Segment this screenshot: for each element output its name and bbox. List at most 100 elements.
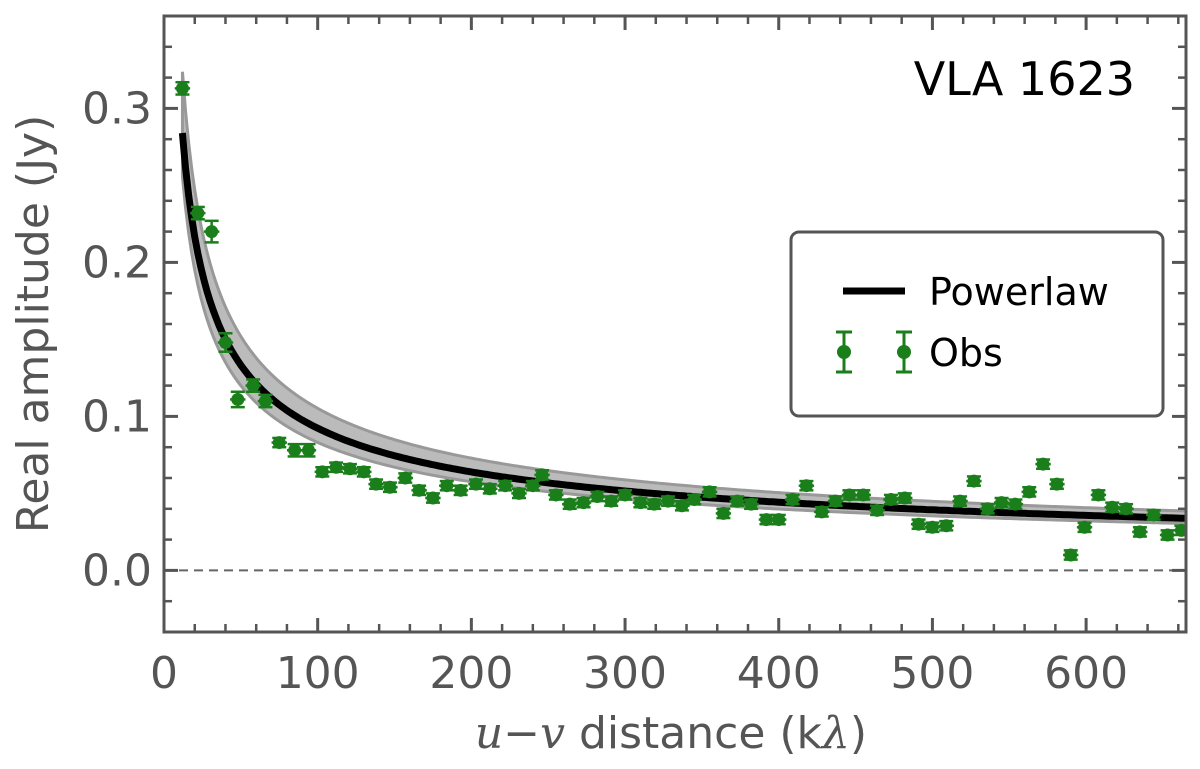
obs-point xyxy=(743,497,759,511)
obs-point xyxy=(314,465,330,479)
obs-marker xyxy=(870,503,884,517)
x-tick-label: 0 xyxy=(150,648,178,699)
obs-point xyxy=(397,471,413,485)
obs-point xyxy=(411,483,427,497)
obs-marker xyxy=(981,502,995,516)
x-tick-label: 100 xyxy=(276,648,360,699)
obs-marker xyxy=(939,519,953,533)
obs-point xyxy=(660,494,676,508)
legend: Powerlaw Obs xyxy=(789,230,1165,418)
powerlaw-line xyxy=(178,132,1186,522)
obs-marker xyxy=(454,483,468,497)
obs-marker xyxy=(786,493,800,507)
x-axis-label-v: v xyxy=(540,708,565,759)
obs-point xyxy=(952,494,968,508)
obs-point xyxy=(439,479,455,493)
obs-point xyxy=(525,479,541,493)
plot-frame xyxy=(162,14,1188,634)
obs-marker xyxy=(829,494,843,508)
obs-marker xyxy=(898,491,912,505)
obs-point xyxy=(798,479,815,493)
obs-marker xyxy=(426,491,440,505)
obs-point xyxy=(217,331,234,353)
obs-point xyxy=(715,506,732,520)
obs-point xyxy=(174,80,191,96)
obs-point xyxy=(646,497,662,511)
obs-point xyxy=(1146,508,1162,522)
obs-marker xyxy=(730,494,744,508)
obs-marker xyxy=(675,499,689,513)
obs-marker xyxy=(1174,523,1186,537)
obs-marker xyxy=(925,520,939,534)
obs-point xyxy=(617,488,633,502)
obs-point xyxy=(910,517,927,531)
legend-powerlaw-label: Powerlaw xyxy=(929,270,1109,314)
obs-point xyxy=(328,460,344,474)
x-axis-label-close: ) xyxy=(850,708,867,759)
x-tick-label: 600 xyxy=(1044,648,1128,699)
x-axis-label-minus: − xyxy=(503,708,540,759)
obs-marker xyxy=(398,471,412,485)
legend-obs-label: Obs xyxy=(929,331,1003,375)
obs-marker xyxy=(967,474,981,488)
obs-point xyxy=(1132,525,1148,539)
obs-marker xyxy=(577,496,591,510)
obs-marker xyxy=(315,465,329,479)
obs-marker xyxy=(953,494,967,508)
obs-marker xyxy=(1022,485,1036,499)
obs-point xyxy=(548,488,564,502)
obs-point xyxy=(1063,548,1079,562)
y-axis-label: Real amplitude (Jy) xyxy=(8,115,59,534)
obs-point xyxy=(993,496,1010,510)
y-tick-label: 0.1 xyxy=(82,391,152,442)
obs-marker xyxy=(535,468,549,482)
model-line-layer xyxy=(178,132,1186,522)
obs-point xyxy=(632,496,649,510)
obs-marker xyxy=(759,513,773,527)
obs-marker xyxy=(912,517,926,531)
obs-point xyxy=(1104,500,1120,514)
obs-point xyxy=(883,493,899,507)
obs-point xyxy=(701,485,718,499)
obs-marker xyxy=(512,486,526,500)
x-axis-label-u: u xyxy=(475,708,503,759)
obs-point xyxy=(980,502,996,516)
obs-point xyxy=(230,390,246,409)
obs-point xyxy=(827,494,844,508)
obs-marker xyxy=(772,513,786,527)
obs-marker xyxy=(1050,477,1064,491)
y-tick-label: 0.3 xyxy=(82,83,152,134)
obs-point xyxy=(1090,488,1107,502)
obs-marker xyxy=(1078,520,1092,534)
legend-box xyxy=(789,230,1165,418)
obs-marker xyxy=(647,497,661,511)
obs-marker xyxy=(301,443,315,457)
x-tick-label: 500 xyxy=(890,648,974,699)
obs-point xyxy=(356,465,372,479)
obs-marker xyxy=(498,479,512,493)
obs-marker xyxy=(483,482,497,496)
obs-points-layer xyxy=(174,80,1186,562)
obs-point xyxy=(1049,477,1065,491)
obs-marker xyxy=(231,392,245,406)
obs-point xyxy=(562,497,578,511)
obs-marker xyxy=(258,394,272,408)
obs-point xyxy=(300,442,317,458)
obs-point xyxy=(1035,457,1051,471)
obs-marker xyxy=(744,497,758,511)
obs-marker xyxy=(383,480,397,494)
obs-point xyxy=(855,488,871,502)
obs-marker xyxy=(288,443,302,457)
obs-marker xyxy=(661,494,675,508)
obs-point xyxy=(257,393,274,409)
obs-point xyxy=(686,493,702,507)
obs-marker xyxy=(799,479,813,493)
obs-marker xyxy=(703,485,717,499)
obs-marker xyxy=(205,225,219,239)
obs-marker xyxy=(815,505,829,519)
obs-marker xyxy=(469,477,483,491)
obs-point xyxy=(1076,520,1093,534)
obs-point xyxy=(468,477,484,491)
obs-point xyxy=(1159,528,1176,542)
